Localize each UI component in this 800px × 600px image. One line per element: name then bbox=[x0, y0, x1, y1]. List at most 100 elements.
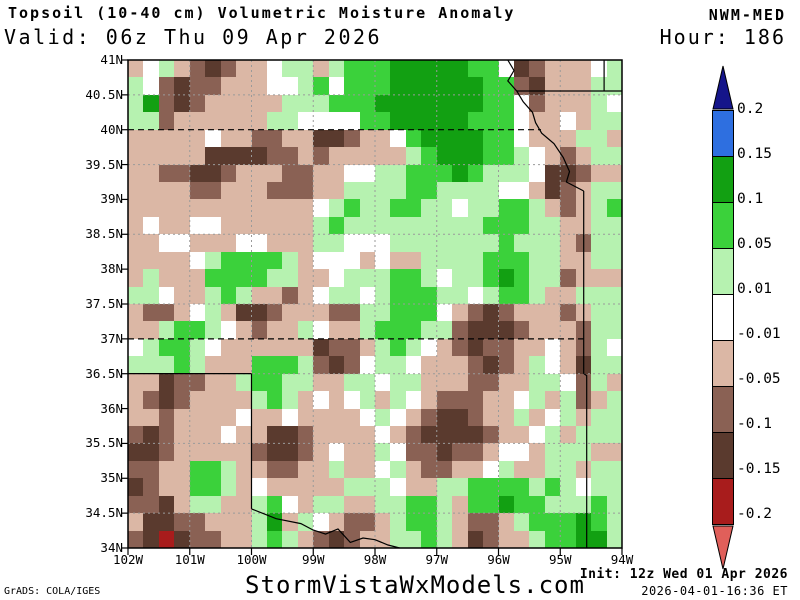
grid-cell bbox=[421, 426, 437, 444]
grid-cell bbox=[513, 513, 530, 531]
grid-cell bbox=[359, 321, 375, 339]
grid-cell bbox=[313, 182, 329, 200]
grid-cell bbox=[467, 426, 484, 444]
grid-cell bbox=[158, 391, 175, 409]
grid-cell bbox=[560, 356, 576, 374]
grid-cell bbox=[436, 112, 453, 130]
grid-cell bbox=[328, 513, 345, 531]
grid-cell bbox=[483, 338, 499, 357]
grid-cell bbox=[328, 356, 345, 374]
grid-cell bbox=[174, 182, 190, 200]
grid-cell bbox=[266, 147, 283, 165]
grid-cell bbox=[606, 391, 622, 409]
grid-cell bbox=[436, 408, 453, 426]
grid-cell bbox=[236, 478, 252, 496]
grid-cell bbox=[128, 513, 144, 531]
grid-cell bbox=[405, 112, 422, 130]
grid-cell bbox=[390, 478, 406, 496]
grid-cell bbox=[452, 77, 468, 95]
grid-cell bbox=[483, 234, 499, 252]
grid-cell bbox=[483, 391, 499, 409]
grid-cell bbox=[560, 269, 576, 287]
colorbar-tick-label: 0.2 bbox=[737, 101, 764, 117]
grid-cell bbox=[313, 147, 329, 165]
grid-cell bbox=[359, 94, 375, 113]
grid-cell bbox=[390, 269, 406, 287]
grid-cell bbox=[405, 251, 422, 270]
grid-cell bbox=[544, 164, 561, 182]
colorbar-segment bbox=[712, 340, 734, 387]
grid-cell bbox=[591, 478, 607, 496]
grid-cell bbox=[158, 530, 175, 548]
grid-cell bbox=[575, 443, 592, 461]
grid-cell bbox=[174, 356, 190, 374]
grid-cell bbox=[544, 356, 561, 374]
grid-cell bbox=[529, 234, 545, 252]
grid-cell bbox=[390, 77, 406, 95]
grid-cell bbox=[328, 460, 345, 479]
grid-cell bbox=[498, 234, 514, 252]
grid-cell bbox=[189, 112, 206, 130]
grid-cell bbox=[205, 530, 221, 548]
grid-cell bbox=[405, 286, 422, 304]
grid-cell bbox=[205, 199, 221, 217]
grid-cell bbox=[591, 216, 607, 235]
grid-cell bbox=[174, 495, 190, 514]
grid-cell bbox=[421, 147, 437, 165]
grid-cell bbox=[498, 391, 514, 409]
grid-cell bbox=[405, 373, 422, 392]
grid-cell bbox=[174, 147, 190, 165]
grid-cell bbox=[575, 426, 592, 444]
grid-cell bbox=[189, 147, 206, 165]
grid-cell bbox=[513, 251, 530, 270]
grid-cell bbox=[483, 112, 499, 130]
grid-cell bbox=[575, 94, 592, 113]
grid-cell bbox=[575, 513, 592, 531]
grid-cell bbox=[189, 408, 206, 426]
grid-cell bbox=[359, 269, 375, 287]
grid-cell bbox=[390, 251, 406, 270]
grid-cell bbox=[436, 94, 453, 113]
grid-cell bbox=[560, 443, 576, 461]
grid-cell bbox=[452, 443, 468, 461]
grid-cell bbox=[436, 77, 453, 95]
grid-cell bbox=[452, 286, 468, 304]
grid-cell bbox=[344, 443, 360, 461]
grid-cell bbox=[189, 443, 206, 461]
grid-cell bbox=[328, 199, 345, 217]
grid-cell bbox=[205, 234, 221, 252]
grid-cell bbox=[498, 216, 514, 235]
grid-cell bbox=[143, 77, 159, 95]
lat-tick-label: 38N bbox=[100, 261, 123, 277]
grid-cell bbox=[390, 304, 406, 322]
grid-cell bbox=[467, 269, 484, 287]
grid-cell bbox=[128, 443, 144, 461]
grid-cell bbox=[575, 495, 592, 514]
grid-cell bbox=[606, 478, 622, 496]
grid-cell bbox=[405, 129, 422, 148]
lon-tick-label: 96W bbox=[487, 552, 510, 567]
grid-cell bbox=[591, 373, 607, 392]
grid-cell bbox=[189, 269, 206, 287]
grid-cell bbox=[483, 147, 499, 165]
grid-cell bbox=[498, 304, 514, 322]
grid-cell bbox=[467, 147, 484, 165]
grid-cell bbox=[405, 513, 422, 531]
grid-cell bbox=[467, 129, 484, 148]
grid-cell bbox=[236, 304, 252, 322]
grid-cell bbox=[236, 251, 252, 270]
grid-cell bbox=[143, 443, 159, 461]
grid-cell bbox=[375, 251, 391, 270]
grid-cell bbox=[158, 147, 175, 165]
grid-cell bbox=[375, 60, 391, 78]
grid-cell bbox=[560, 234, 576, 252]
grid-cell bbox=[313, 129, 329, 148]
grid-cell bbox=[529, 147, 545, 165]
grid-cell bbox=[236, 147, 252, 165]
colorbar-tick-label: -0.01 bbox=[737, 326, 781, 342]
grid-cell bbox=[282, 513, 298, 531]
grid-cell bbox=[282, 391, 298, 409]
grid-cell bbox=[251, 234, 267, 252]
grid-cell bbox=[467, 304, 484, 322]
grid-cell bbox=[498, 513, 514, 531]
